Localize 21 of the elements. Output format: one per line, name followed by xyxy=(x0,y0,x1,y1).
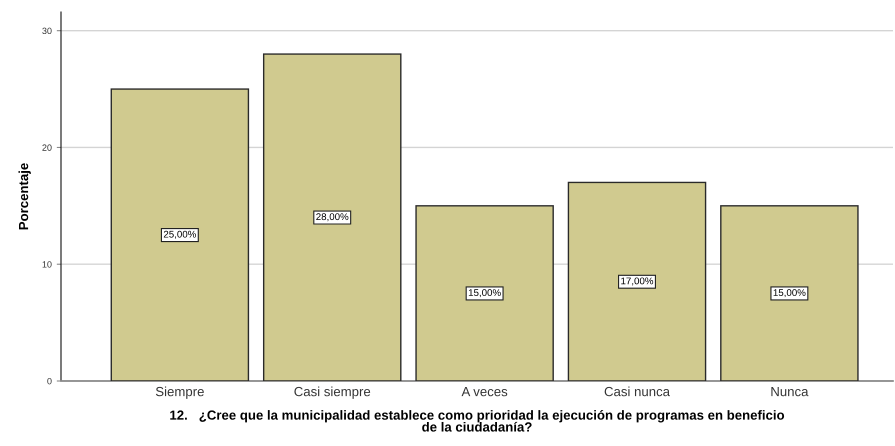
x-tick-label: Siempre xyxy=(156,386,204,399)
x-tick-label: A veces xyxy=(462,387,508,396)
x-tick-label: Casi siempre xyxy=(294,386,370,399)
y-axis-title: Porcentaje xyxy=(18,163,31,230)
data-label: 25,00% xyxy=(164,230,196,239)
bar xyxy=(262,53,402,381)
bar xyxy=(415,205,554,381)
y-tick-label: 0 xyxy=(47,378,52,384)
data-label: 17,00% xyxy=(621,277,654,286)
y-tick-label: 10 xyxy=(42,261,52,268)
x-tick-label: Casi nunca xyxy=(604,386,670,396)
data-label: 15,00% xyxy=(468,289,501,298)
y-tick-label: 20 xyxy=(42,144,52,151)
x-tick-label: Nunca xyxy=(771,387,808,396)
data-label: 15,00% xyxy=(774,289,806,298)
data-label: 28,00% xyxy=(316,213,348,222)
bar xyxy=(720,205,859,381)
bar xyxy=(568,182,706,381)
x-axis-title: 12. ¿Cree que la municipalidad establece como prioridad la ejecución de programas en beneficio de la ciudadanía? xyxy=(170,410,784,432)
bar xyxy=(110,88,250,381)
y-tick-label: 30 xyxy=(42,28,52,34)
